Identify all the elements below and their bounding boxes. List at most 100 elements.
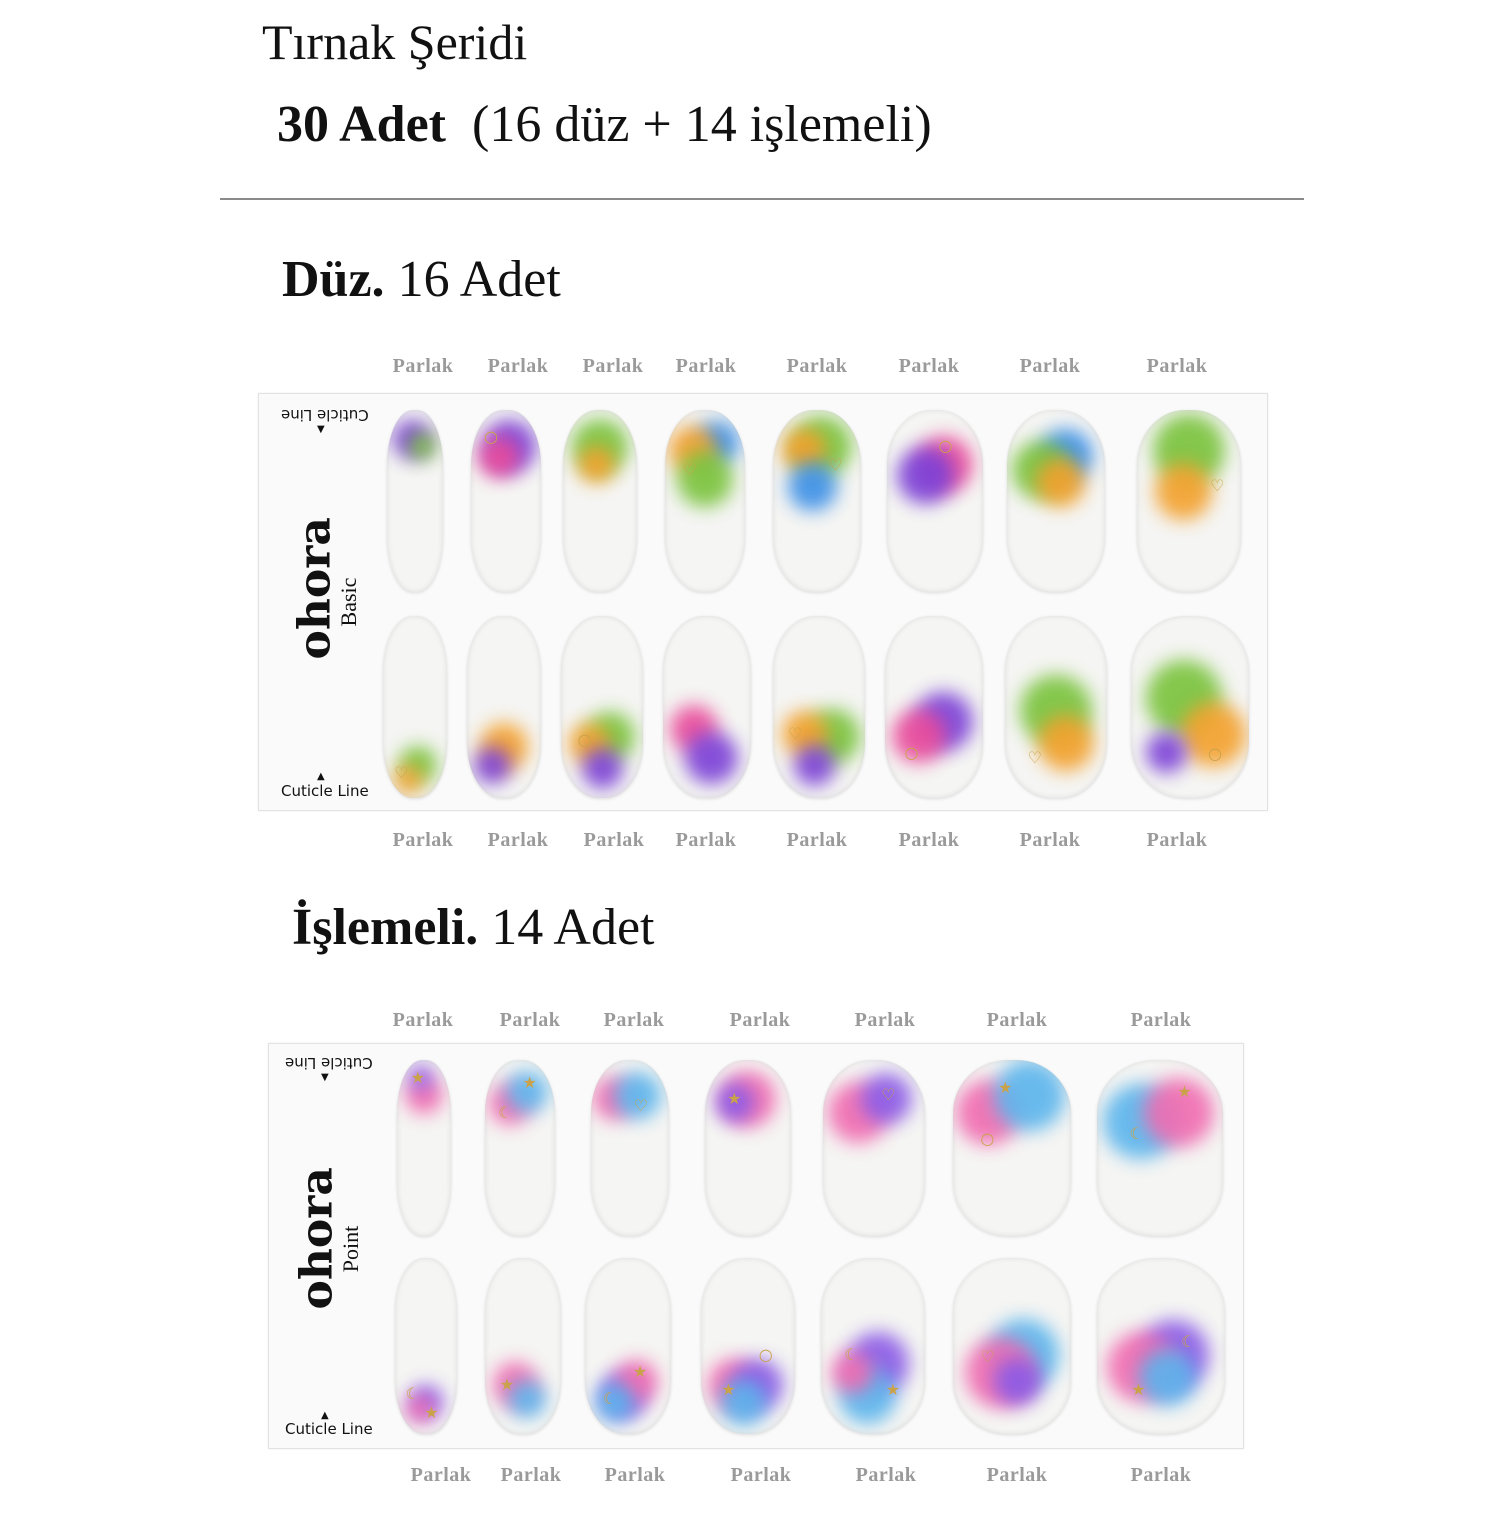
nail-strip: ☾ ★ <box>585 1258 671 1434</box>
nail-strip <box>467 616 541 798</box>
nail-strip <box>1007 410 1105 592</box>
color-blob <box>407 432 436 461</box>
basic-heading-bold: Düz. <box>282 251 385 308</box>
color-blob <box>478 436 520 479</box>
finish-label: Parlak <box>1146 355 1208 377</box>
color-blob <box>793 744 836 786</box>
finish-label: Parlak <box>855 1464 917 1486</box>
nail-strip: ○ <box>471 410 541 592</box>
color-blob <box>831 1351 873 1394</box>
color-blob <box>788 462 837 511</box>
point-heading-bold: İşlemeli. <box>292 899 479 956</box>
finish-label: Parlak <box>1019 355 1081 377</box>
color-blob <box>896 446 955 505</box>
finish-label: Parlak <box>487 355 549 377</box>
color-blob <box>1181 701 1247 767</box>
nail-strip: ♡ <box>953 1258 1071 1434</box>
finish-label: Parlak <box>854 1009 916 1031</box>
color-blob <box>394 765 423 795</box>
finish-label: Parlak <box>729 1009 791 1031</box>
ring-icon: ○ <box>577 729 592 749</box>
finish-label: Parlak <box>675 355 737 377</box>
finish-label: Parlak <box>986 1009 1048 1031</box>
cuticle-arrow-icon: ▲ <box>317 771 325 782</box>
color-blob <box>595 1382 635 1422</box>
color-blob <box>581 748 623 790</box>
finish-label: Parlak <box>583 829 645 851</box>
nail-strip: ☾ ★ <box>395 1258 457 1434</box>
nail-strip <box>663 616 751 798</box>
moon-icon: ☾ <box>602 1388 618 1408</box>
finish-label: Parlak <box>499 1009 561 1031</box>
color-blob <box>685 731 738 785</box>
finish-label: Parlak <box>786 829 848 851</box>
color-blob <box>1036 458 1086 508</box>
cuticle-line-top: Cuticle Line <box>285 1054 373 1072</box>
moon-icon: ☾ <box>498 1102 513 1122</box>
finish-label: Parlak <box>392 355 454 377</box>
moon-icon: ☾ <box>1129 1123 1144 1143</box>
star-icon: ★ <box>721 1380 736 1399</box>
finish-label: Parlak <box>582 355 644 377</box>
point-heading: İşlemeli. 14 Adet <box>292 898 655 958</box>
basic-nail-sheet: Cuticle Line ▼ ohora Basic ▲ Cuticle Lin… <box>258 393 1268 811</box>
finish-label: Parlak <box>986 1464 1048 1486</box>
finish-label: Parlak <box>410 1464 472 1486</box>
color-blob <box>409 1065 434 1090</box>
heart-icon: ♡ <box>682 460 697 480</box>
nail-strip: ♡ <box>591 1060 669 1236</box>
ring-icon: ○ <box>484 427 498 447</box>
nail-strip: ★ ☾ <box>485 1060 555 1236</box>
star-icon: ★ <box>410 1067 425 1087</box>
ring-icon: ○ <box>980 1129 995 1149</box>
star-icon: ★ <box>499 1374 515 1394</box>
color-blob <box>577 446 615 484</box>
nail-strip: ★ ☾ <box>1097 1060 1223 1236</box>
brand-logo: ohora <box>289 517 341 660</box>
heart-icon: ♡ <box>1210 476 1225 496</box>
color-blob <box>474 746 512 784</box>
total-count-bold: 30 Adet <box>277 96 446 153</box>
basic-heading: Düz. 16 Adet <box>282 250 561 310</box>
nail-strip: ♡ <box>773 616 865 798</box>
finish-label: Parlak <box>392 829 454 851</box>
color-blob <box>614 1071 662 1119</box>
nail-strip: ♡ <box>665 410 745 592</box>
color-blob <box>860 1073 912 1125</box>
nail-strip: ★ <box>397 1060 451 1236</box>
ring-icon: ○ <box>758 1344 773 1364</box>
finish-label: Parlak <box>487 829 549 851</box>
star-icon: ★ <box>1131 1380 1146 1399</box>
star-icon: ★ <box>522 1072 537 1092</box>
color-blob <box>506 1070 548 1113</box>
color-blob <box>1145 731 1188 774</box>
nail-strip: ♡ <box>1137 410 1241 592</box>
nail-strip <box>387 410 443 592</box>
color-blob <box>715 1082 755 1122</box>
heart-icon: ♡ <box>788 724 803 744</box>
finish-label: Parlak <box>1130 1464 1192 1486</box>
finish-label: Parlak <box>730 1464 792 1486</box>
heart-icon: ♡ <box>1027 747 1042 767</box>
color-blob <box>892 709 947 764</box>
nail-strip: ○ ★ <box>701 1258 795 1434</box>
point-nail-sheet: Cuticle Line ▼ ohora Point ▲ Cuticle Lin… <box>268 1043 1244 1449</box>
star-icon: ★ <box>1177 1081 1192 1101</box>
cuticle-line-top: Cuticle Line <box>281 406 369 424</box>
ring-icon: ○ <box>1207 744 1222 764</box>
moon-icon: ☾ <box>405 1383 420 1403</box>
nail-strip: ○ <box>887 410 983 592</box>
star-icon: ★ <box>998 1078 1013 1098</box>
color-blob <box>1138 1348 1197 1407</box>
nail-strip: ○ <box>561 616 643 798</box>
color-blob <box>405 1395 434 1424</box>
color-blob <box>1144 1078 1214 1148</box>
brand-logo: ohora <box>291 1167 343 1310</box>
moon-icon: ☾ <box>1181 1332 1196 1352</box>
nail-strip: ○ <box>885 616 983 798</box>
heart-icon: ♡ <box>980 1346 995 1366</box>
color-blob <box>1038 715 1095 772</box>
nail-strip: ♡ <box>823 1060 925 1236</box>
color-blob <box>719 1378 767 1426</box>
color-blob <box>994 1357 1042 1405</box>
